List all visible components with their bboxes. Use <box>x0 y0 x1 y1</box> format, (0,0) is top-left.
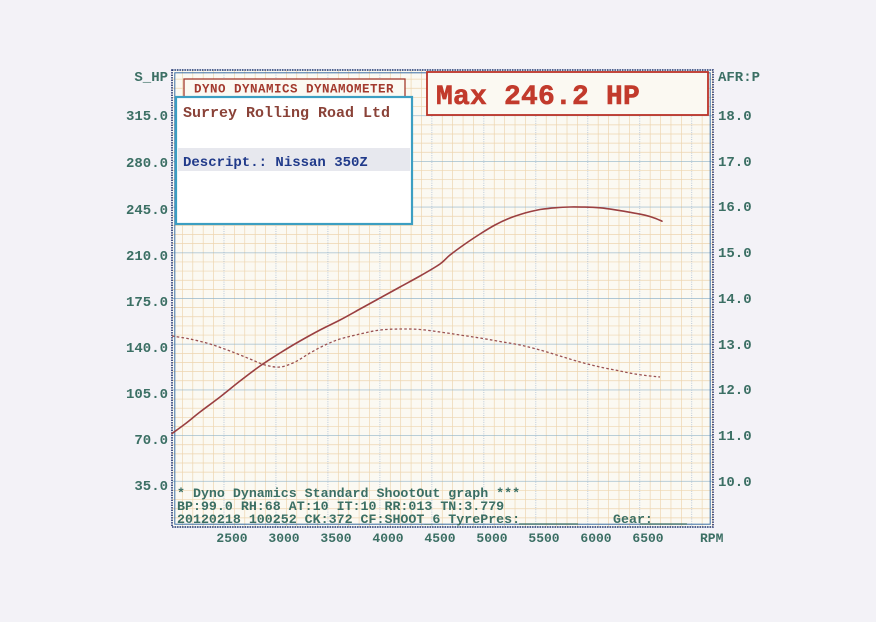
svg-text:210.0: 210.0 <box>126 249 168 265</box>
svg-text:3500: 3500 <box>320 531 351 546</box>
svg-text:AFR:P: AFR:P <box>718 70 760 86</box>
svg-text:16.0: 16.0 <box>718 200 752 216</box>
svg-text:315.0: 315.0 <box>126 109 168 125</box>
svg-text:245.0: 245.0 <box>126 203 168 219</box>
svg-text:35.0: 35.0 <box>134 479 168 495</box>
svg-text:4000: 4000 <box>372 531 403 546</box>
svg-text:6000: 6000 <box>580 531 611 546</box>
svg-text:2500: 2500 <box>216 531 247 546</box>
svg-text:3000: 3000 <box>268 531 299 546</box>
svg-text:70.0: 70.0 <box>134 433 168 449</box>
svg-text:105.0: 105.0 <box>126 387 168 403</box>
svg-text:140.0: 140.0 <box>126 341 168 357</box>
svg-text:12.0: 12.0 <box>718 383 752 399</box>
svg-text:11.0: 11.0 <box>718 429 752 445</box>
svg-text:175.0: 175.0 <box>126 295 168 311</box>
svg-text:5000: 5000 <box>476 531 507 546</box>
svg-text:DYNO DYNAMICS DYNAMOMETER: DYNO DYNAMICS DYNAMOMETER <box>194 83 394 97</box>
svg-text:20120218 100252 CK:372 CF:SHOO: 20120218 100252 CK:372 CF:SHOOT_6 TyrePr… <box>177 512 520 527</box>
svg-text:18.0: 18.0 <box>718 109 752 125</box>
svg-text:14.0: 14.0 <box>718 292 752 308</box>
svg-text:17.0: 17.0 <box>718 155 752 171</box>
svg-text:15.0: 15.0 <box>718 246 752 262</box>
svg-text:Descript.: Nissan 350Z: Descript.: Nissan 350Z <box>183 155 368 171</box>
svg-text:10.0: 10.0 <box>718 475 752 491</box>
svg-text:Gear:: Gear: <box>613 512 653 527</box>
svg-text:5500: 5500 <box>528 531 559 546</box>
svg-text:Max 246.2 HP: Max 246.2 HP <box>436 82 640 113</box>
svg-text:280.0: 280.0 <box>126 156 168 172</box>
svg-text:13.0: 13.0 <box>718 338 752 354</box>
svg-text:6500: 6500 <box>632 531 663 546</box>
svg-text:4500: 4500 <box>424 531 455 546</box>
svg-text:Surrey Rolling Road Ltd: Surrey Rolling Road Ltd <box>183 105 390 122</box>
svg-text:RPM: RPM <box>700 531 724 546</box>
svg-text:S_HP: S_HP <box>134 70 168 86</box>
